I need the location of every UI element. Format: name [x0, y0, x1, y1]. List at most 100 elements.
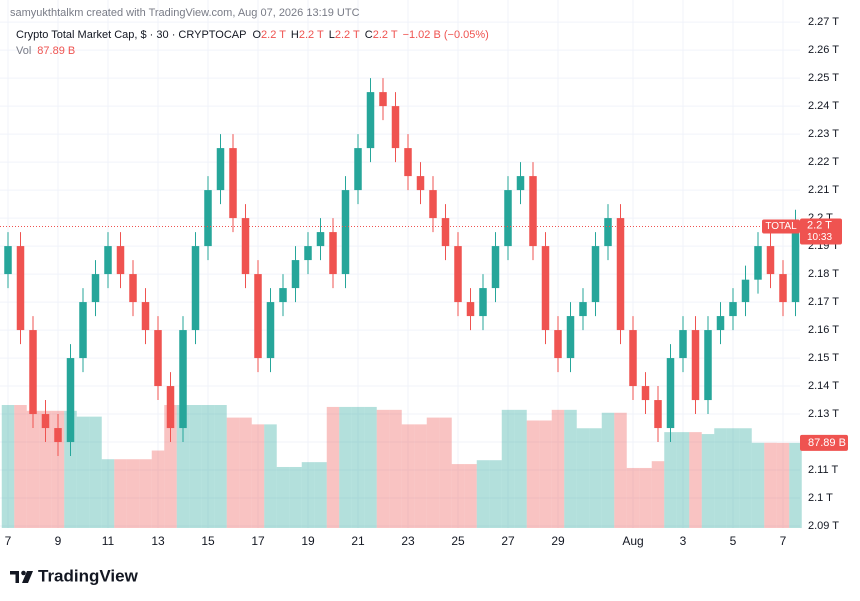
volume-bar — [364, 406, 377, 528]
volume-bar — [164, 405, 177, 528]
x-tick-label: 29 — [551, 534, 565, 548]
volume-bar — [601, 412, 615, 528]
volume-bar — [326, 406, 340, 528]
volume-bar — [139, 459, 152, 528]
candle-body — [516, 176, 525, 191]
legend: Crypto Total Market Cap, $ · 30 · CRYPTO… — [16, 29, 489, 41]
candle-body — [704, 330, 712, 401]
volume-bar — [464, 464, 477, 528]
candle-body — [104, 246, 112, 275]
volume-bar — [689, 432, 702, 528]
candle-body — [366, 92, 375, 149]
volume-bar — [564, 409, 577, 528]
candle-body — [729, 302, 737, 317]
candle-body — [691, 330, 700, 401]
volume-bar — [451, 464, 465, 528]
candle-body — [91, 274, 100, 303]
volume-bar — [789, 442, 802, 528]
candle-body — [604, 218, 612, 247]
volume-bar — [101, 459, 115, 528]
candle-body — [754, 246, 762, 280]
candle-body — [741, 279, 750, 303]
volume-bar — [764, 442, 777, 528]
candle-body — [454, 246, 462, 303]
volume-bar — [426, 417, 440, 528]
volume-bar — [664, 432, 677, 528]
logo-mark — [15, 571, 19, 583]
x-tick-label: 25 — [451, 534, 465, 548]
candle-body — [379, 92, 387, 107]
volume-bar — [114, 459, 127, 528]
candle-body — [329, 232, 337, 275]
candle-body — [241, 218, 250, 275]
price-box — [800, 218, 842, 245]
volume-bar — [726, 428, 740, 528]
volume-bar — [301, 462, 315, 528]
candle-body — [41, 414, 50, 429]
x-tick-label: 9 — [55, 534, 62, 548]
x-tick-label: 5 — [730, 534, 737, 548]
candle-body — [266, 302, 275, 359]
volume-bar — [176, 405, 190, 528]
volume-bar — [89, 416, 102, 528]
ohlc-key: C — [365, 29, 373, 41]
volume-bar — [776, 442, 790, 528]
volume-bar — [414, 424, 427, 528]
candle-body — [254, 274, 262, 359]
volume-bar — [39, 410, 52, 528]
symbol-box — [762, 219, 800, 234]
y-tick-label: 2.16 T — [808, 324, 839, 336]
logo: TradingView — [10, 566, 139, 585]
y-tick-label: 2.1 T — [808, 492, 833, 504]
candle-body — [491, 246, 500, 289]
volume-bar — [576, 428, 590, 528]
countdown: 10:33 — [807, 232, 832, 243]
candle-body — [79, 302, 87, 359]
candle-body — [66, 358, 75, 443]
candle-body — [441, 218, 450, 247]
candle-body — [191, 246, 200, 331]
candle-body — [679, 330, 687, 359]
candle-body — [391, 106, 400, 149]
x-tick-label: 19 — [301, 534, 315, 548]
volume-bar — [401, 424, 415, 528]
ohlc-key: L — [329, 29, 335, 41]
symbol-label: TOTAL — [765, 221, 797, 232]
y-tick-label: 2.22 T — [808, 156, 839, 168]
candle-body — [166, 386, 175, 429]
volume-bar — [489, 460, 502, 528]
y-tick-label: 2.09 T — [808, 520, 839, 532]
y-tick-label: 2.14 T — [808, 380, 839, 392]
volume-bar — [151, 450, 165, 528]
volume-bar — [214, 405, 227, 528]
y-tick-label: 2.11 T — [808, 464, 838, 476]
volume-bar — [526, 420, 540, 528]
candle-body — [354, 148, 362, 191]
volume-bar — [476, 460, 490, 528]
candle-body — [116, 246, 125, 275]
x-tick-label: 27 — [501, 534, 515, 548]
candle-body — [29, 330, 37, 415]
volume-bar — [614, 412, 627, 528]
volume-bar — [189, 405, 202, 528]
candle-body — [504, 190, 512, 247]
candle-body — [591, 246, 600, 303]
candle-body — [791, 223, 800, 303]
volume-bar — [514, 409, 527, 528]
candle-body — [554, 330, 562, 359]
logo-mark — [10, 571, 19, 575]
change: −1.02 B (−0.05%) — [403, 29, 489, 41]
volume-label-box — [800, 434, 848, 451]
x-tick-label: 21 — [351, 534, 365, 548]
volume-bar — [276, 466, 290, 528]
volume-bar — [201, 405, 215, 528]
x-tick-label: 23 — [401, 534, 415, 548]
x-tick-label: 13 — [151, 534, 165, 548]
volume-legend: Vol 87.89 B — [16, 45, 75, 57]
volume-pane — [1, 405, 802, 528]
candle-body — [229, 148, 237, 219]
volume-bar — [226, 417, 240, 528]
ohlc-key: O — [252, 29, 261, 41]
